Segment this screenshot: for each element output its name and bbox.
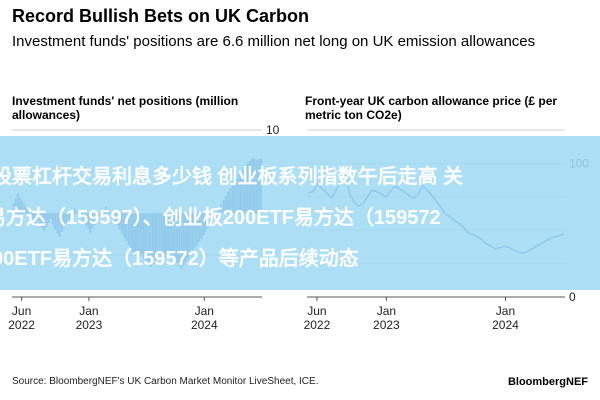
- y-tick-label: 0: [569, 290, 576, 304]
- left-panel-title: Investment funds' net positions (million…: [12, 94, 239, 122]
- right-panel-title: Front-year UK carbon allowance price (£ …: [305, 94, 558, 122]
- x-tick-label: Jan 2024: [492, 304, 519, 332]
- overlay-banner: 股票杠杆交易利息多少钱 创业板系列指数午后走高 关 易方达（159597）、创业…: [0, 136, 600, 290]
- banner-text-line-2: 易方达（159597）、创业板200ETF易方达（159572: [0, 207, 441, 229]
- x-tick-label: Jan 2024: [191, 304, 218, 332]
- x-tick-label: Jun 2022: [304, 304, 331, 332]
- source-note: Source: BloombergNEF's UK Carbon Market …: [12, 376, 319, 387]
- x-tick-label: Jun 2022: [8, 304, 35, 332]
- chart-title: Record Bullish Bets on UK Carbon: [12, 6, 310, 26]
- y-tick-label: 10: [266, 123, 280, 137]
- chart-subtitle: Investment funds' positions are 6.6 mill…: [12, 33, 536, 50]
- banner-text-line-3: 00ETF易方达（159572）等产品后续动态: [0, 248, 359, 270]
- x-tick-label: Jan 2023: [76, 304, 103, 332]
- brand-logo-text: BloombergNEF: [507, 376, 588, 388]
- banner-text-line-1: 股票杠杆交易利息多少钱 创业板系列指数午后走高 关: [0, 166, 464, 188]
- x-tick-label: Jan 2023: [373, 304, 400, 332]
